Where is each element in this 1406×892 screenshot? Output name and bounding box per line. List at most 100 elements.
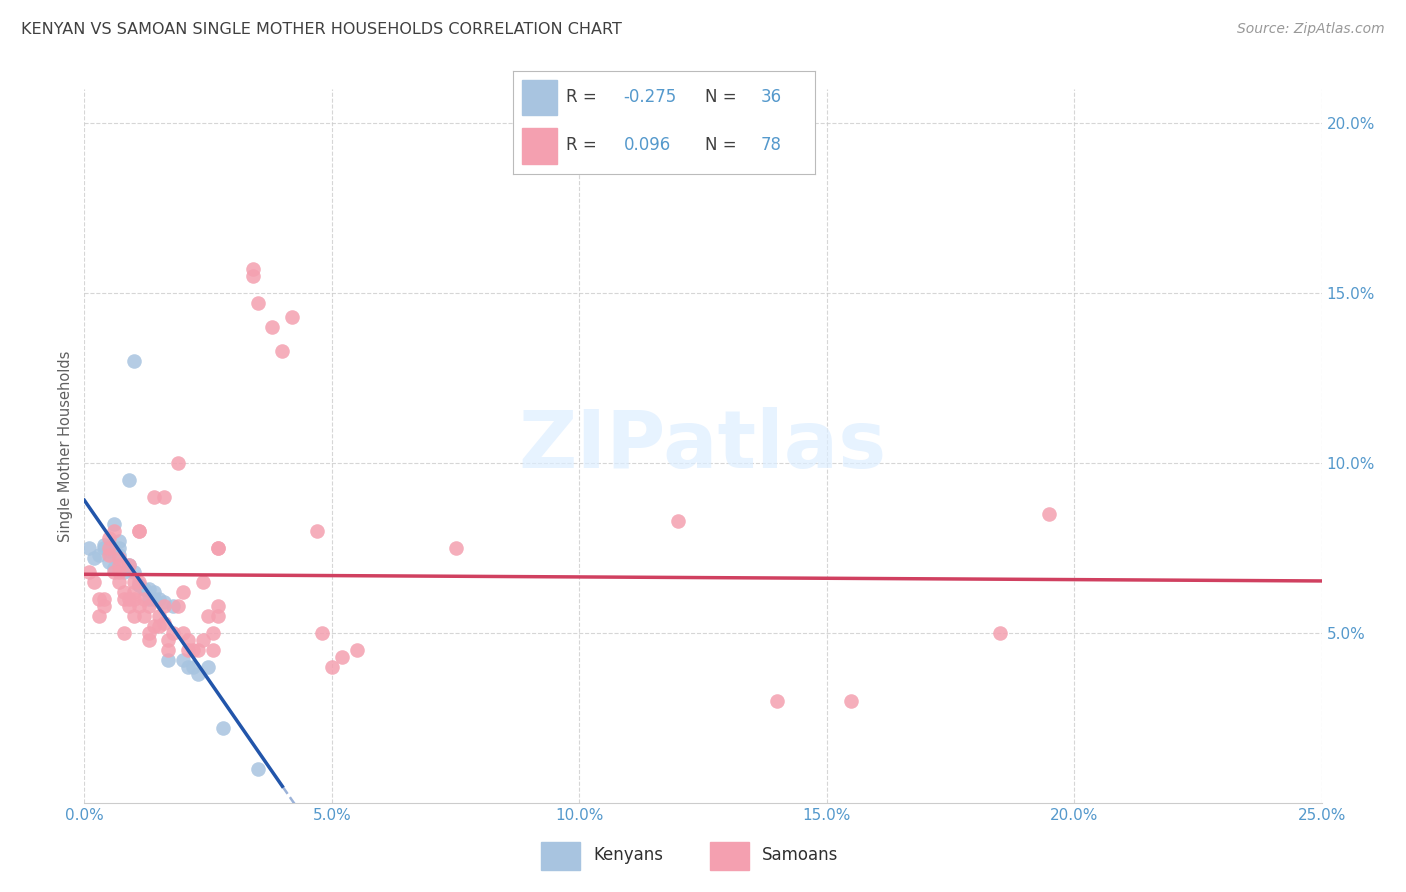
Point (271, 343, 294, 358)
Text: N =: N = (706, 88, 742, 106)
Point (1038, 507, 1060, 521)
Point (112, 585, 135, 599)
Point (89, 548, 111, 562)
Text: Kenyans: Kenyans (593, 846, 664, 863)
Point (128, 578, 150, 592)
Point (118, 473, 141, 487)
Point (122, 574, 145, 589)
Point (148, 591, 170, 606)
Point (242, 262, 264, 277)
Point (93, 591, 115, 606)
Point (108, 548, 131, 562)
Point (138, 599, 160, 613)
Point (181, 660, 204, 674)
Point (311, 626, 333, 640)
Text: KENYAN VS SAMOAN SINGLE MOTHER HOUSEHOLDS CORRELATION CHART: KENYAN VS SAMOAN SINGLE MOTHER HOUSEHOLD… (21, 22, 621, 37)
Point (118, 599, 141, 613)
Point (207, 599, 229, 613)
Point (83, 551, 105, 566)
Point (172, 653, 194, 667)
Point (148, 619, 170, 633)
Point (262, 320, 284, 334)
Point (841, 694, 863, 708)
Point (108, 574, 131, 589)
Point (132, 582, 155, 596)
Point (128, 599, 150, 613)
Text: R =: R = (567, 88, 602, 106)
Point (152, 615, 174, 630)
Point (346, 643, 368, 657)
Point (172, 585, 194, 599)
Bar (522, 128, 557, 163)
Point (118, 591, 141, 606)
Point (191, 574, 214, 589)
Point (766, 694, 789, 708)
Point (98, 544, 121, 558)
Point (152, 490, 174, 504)
Point (132, 608, 155, 623)
Point (444, 541, 467, 555)
Bar (522, 79, 557, 115)
Point (98, 531, 121, 545)
Point (98, 555, 121, 569)
Point (89, 608, 111, 623)
Point (142, 591, 165, 606)
Point (246, 296, 269, 310)
Point (138, 632, 160, 647)
Text: Samoans: Samoans (762, 846, 838, 863)
Text: 78: 78 (761, 136, 782, 154)
Point (79, 541, 101, 555)
Point (138, 591, 160, 606)
Point (138, 582, 160, 596)
Point (128, 578, 150, 592)
Point (103, 565, 125, 579)
Point (202, 643, 225, 657)
Point (108, 541, 131, 555)
Point (112, 626, 135, 640)
Point (207, 541, 229, 555)
Point (207, 608, 229, 623)
Point (181, 643, 204, 657)
Point (152, 595, 174, 609)
Point (162, 626, 184, 640)
Point (79, 565, 101, 579)
Point (83, 574, 105, 589)
Point (122, 608, 145, 623)
Point (122, 565, 145, 579)
Point (202, 626, 225, 640)
Point (138, 626, 160, 640)
Point (93, 541, 115, 555)
Text: Source: ZipAtlas.com: Source: ZipAtlas.com (1237, 22, 1385, 37)
Point (98, 548, 121, 562)
Point (132, 582, 155, 596)
Point (197, 608, 219, 623)
Point (142, 585, 165, 599)
Text: N =: N = (706, 136, 742, 154)
Point (246, 762, 269, 776)
Point (212, 721, 235, 735)
Point (167, 456, 190, 470)
Point (321, 660, 343, 674)
Text: 0.096: 0.096 (623, 136, 671, 154)
Point (103, 517, 125, 532)
Point (242, 269, 264, 284)
Point (177, 643, 200, 657)
Point (162, 599, 184, 613)
Point (118, 558, 141, 572)
Point (93, 599, 115, 613)
Point (666, 514, 689, 528)
Point (103, 524, 125, 538)
Point (112, 591, 135, 606)
Point (93, 537, 115, 551)
Point (207, 541, 229, 555)
Point (988, 626, 1011, 640)
Point (172, 626, 194, 640)
Point (89, 591, 111, 606)
Point (112, 565, 135, 579)
Text: ZIPatlas: ZIPatlas (519, 407, 887, 485)
Point (103, 561, 125, 575)
Point (148, 608, 170, 623)
Point (187, 666, 209, 681)
Point (167, 599, 190, 613)
Bar (541, 842, 579, 870)
